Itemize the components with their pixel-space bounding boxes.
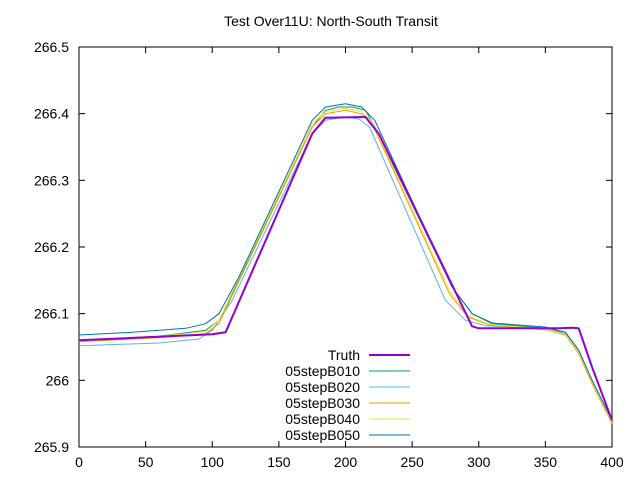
chart-title: Test Over11U: North-South Transit <box>224 13 438 29</box>
y-tick-label: 265.9 <box>34 439 69 455</box>
x-tick-label: 0 <box>75 454 83 470</box>
x-tick-label: 200 <box>334 454 358 470</box>
x-tick-label: 150 <box>267 454 291 470</box>
y-tick-label: 266.3 <box>34 172 69 188</box>
legend: Truth05stepB01005stepB02005stepB03005ste… <box>285 347 410 443</box>
x-tick-label: 50 <box>138 454 154 470</box>
legend-label-05stepb020: 05stepB020 <box>285 379 360 395</box>
series-line-truth <box>78 116 613 421</box>
legend-label-05stepb010: 05stepB010 <box>285 363 360 379</box>
x-tick-label: 100 <box>201 454 225 470</box>
x-tick-label: 400 <box>600 454 624 470</box>
y-tick-label: 266.5 <box>34 39 69 55</box>
series-lines <box>78 103 613 424</box>
series-line-05stepb050 <box>78 103 613 421</box>
legend-label-truth: Truth <box>328 347 360 363</box>
legend-label-05stepb050: 05stepB050 <box>285 427 360 443</box>
x-tick-label: 250 <box>400 454 424 470</box>
legend-label-05stepb040: 05stepB040 <box>285 411 360 427</box>
y-tick-label: 266.2 <box>34 239 69 255</box>
series-line-05stepb040 <box>78 107 613 423</box>
x-tick-label: 300 <box>467 454 491 470</box>
axis-ticks: 0 50 100 150 200 250 300 350 400 265.9 266 266.1 266… <box>34 39 624 470</box>
x-tick-label: 350 <box>534 454 558 470</box>
y-tick-label: 266.4 <box>34 106 69 122</box>
y-tick-label: 266 <box>46 372 70 388</box>
y-tick-label: 266.1 <box>34 306 69 322</box>
legend-label-05stepb030: 05stepB030 <box>285 395 360 411</box>
